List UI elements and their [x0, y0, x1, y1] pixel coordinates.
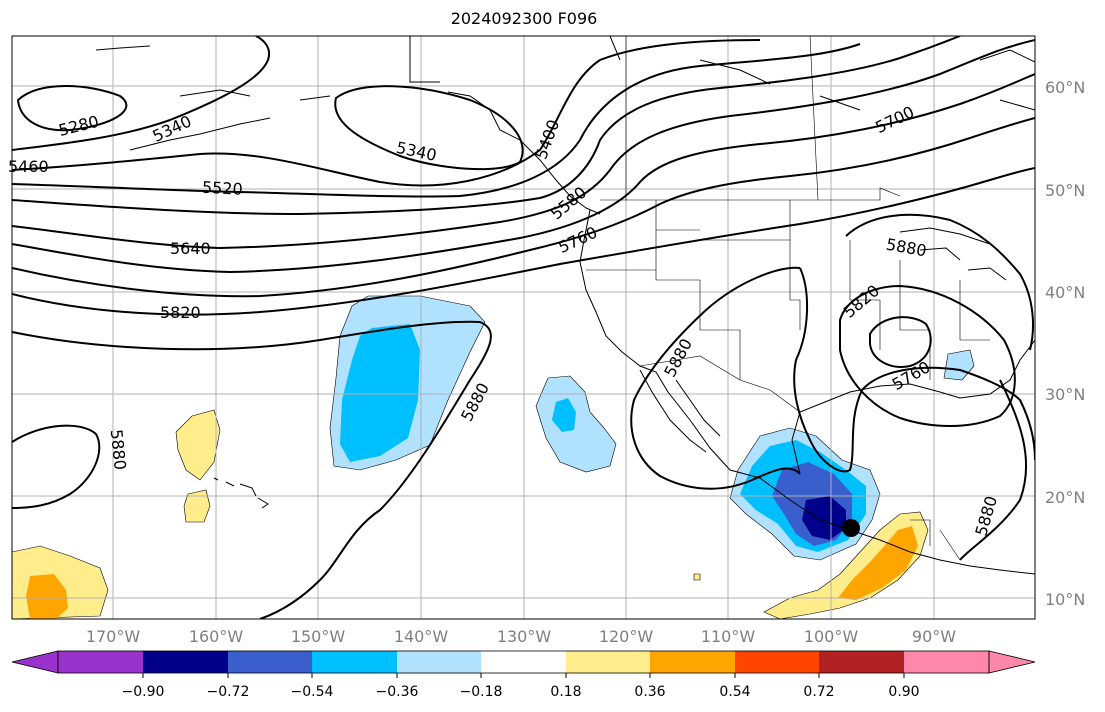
shade-small-light-blue [535, 375, 617, 473]
colorbar-swatch [397, 651, 481, 673]
canada-coast [609, 36, 1035, 111]
lat-label: 10°N [1045, 590, 1085, 609]
contour-5880-se [959, 379, 1028, 561]
lon-label: 100°W [804, 627, 859, 646]
latitude-labels: 60°N 50°N 40°N 30°N 20°N 10°N [1045, 78, 1085, 609]
map-title: 2024092300 F096 [450, 9, 598, 28]
lon-label: 160°W [189, 627, 244, 646]
contour-5820-east [839, 284, 1016, 427]
lat-label: 20°N [1045, 488, 1085, 507]
lon-label: 110°W [701, 627, 756, 646]
contour-5580 [12, 36, 961, 216]
height-contours [12, 36, 1035, 619]
colorbar-swatch [312, 651, 397, 673]
colorbar-swatch [58, 651, 143, 673]
contour-5340-w [12, 36, 270, 151]
contour-5460 [12, 39, 761, 187]
anomaly-shading [12, 295, 975, 619]
contour-5880-mexico [793, 267, 1035, 473]
colorbar-extend-low [11, 650, 59, 674]
great-lakes [899, 227, 1007, 281]
colorbar-tick-label: −0.72 [207, 684, 250, 700]
contour-5880-east [845, 213, 1034, 351]
contour-5880-hawaii [12, 424, 101, 509]
lon-label: 90°W [912, 627, 956, 646]
shade-central-america-yellow [763, 511, 929, 619]
colorbar-ticks [142, 673, 905, 678]
contour-5280-low [16, 85, 128, 132]
longitude-labels: 170°W 160°W 150°W 140°W 130°W 120°W 110°… [86, 627, 956, 646]
colorbar-tick-label: −0.54 [291, 684, 334, 700]
lat-label: 30°N [1045, 385, 1085, 404]
colorbar-swatch [819, 651, 904, 673]
contour-label: 5880 [107, 428, 130, 470]
colorbar-swatch [228, 651, 312, 673]
hawaii-islands [213, 477, 269, 509]
baja-california [639, 369, 721, 453]
colorbar-tick-label: 0.36 [634, 684, 665, 700]
colorbar-tick-label: 0.72 [803, 684, 834, 700]
colorbar-swatch [904, 651, 989, 673]
lat-label: 40°N [1045, 283, 1085, 302]
contour-5760 [12, 117, 1035, 298]
shade-hawaii-yellow-2 [183, 489, 211, 523]
colorbar-tick-label: −0.18 [460, 684, 503, 700]
lon-label: 130°W [497, 627, 552, 646]
map-frame [11, 35, 1036, 620]
colorbar: −0.90 −0.72 −0.54 −0.36 −0.18 0.18 0.36 … [11, 650, 1036, 700]
lon-label: 140°W [394, 627, 449, 646]
colorbar-swatch [481, 651, 566, 673]
lat-label: 60°N [1045, 78, 1085, 97]
lon-label: 120°W [599, 627, 654, 646]
shade-tiny-yellow [693, 573, 701, 581]
colorbar-tick-label: 0.18 [550, 684, 581, 700]
contour-label: 5640 [170, 239, 211, 258]
political-borders [586, 36, 990, 561]
lon-label: 150°W [291, 627, 346, 646]
contour-5520 [12, 43, 861, 198]
colorbar-swatch [650, 651, 735, 673]
colorbar-swatch [735, 651, 819, 673]
shade-central-america-orange [838, 526, 918, 600]
colorbar-frame [57, 650, 990, 674]
contour-5820 [12, 167, 1035, 316]
colorbar-swatch [566, 651, 650, 673]
contour-label: 5460 [8, 157, 49, 176]
storm-center-marker [842, 519, 860, 537]
contour-5640 [12, 39, 1035, 250]
colorbar-tick-label: 0.54 [719, 684, 750, 700]
colorbar-tick-label: −0.90 [122, 684, 165, 700]
lon-label: 170°W [86, 627, 141, 646]
alaska-coast [95, 45, 601, 215]
colorbar-swatch [143, 651, 228, 673]
lat-label: 50°N [1045, 181, 1085, 200]
shade-central-pacific-blue [340, 324, 420, 462]
contour-label: 5520 [202, 178, 244, 199]
contour-5880-mexico-outer [630, 266, 801, 490]
map-panel: 5280 5340 5460 5340 5400 5520 5640 5820 … [8, 35, 1036, 620]
contour-label: 5820 [160, 303, 201, 322]
shade-small-blue [552, 398, 576, 432]
contour-5880-pacific [12, 320, 492, 619]
colorbar-extend-high [988, 650, 1036, 674]
contour-5760-east [869, 316, 932, 368]
colorbar-tick-label: 0.90 [888, 684, 919, 700]
colorbar-tick-label: −0.36 [376, 684, 419, 700]
shade-sw-orange [26, 574, 68, 619]
contour-5700 [12, 73, 1035, 274]
north-america-coast [409, 36, 1035, 575]
shade-mexico-dark-blue [802, 496, 846, 540]
contour-labels: 5280 5340 5460 5340 5400 5520 5640 5820 … [8, 102, 1001, 538]
